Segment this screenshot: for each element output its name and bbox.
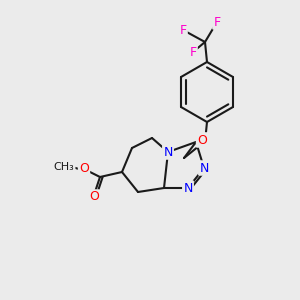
Text: O: O [89,190,99,203]
Text: F: F [189,46,197,59]
Text: F: F [179,23,187,37]
Text: N: N [199,161,209,175]
Text: N: N [163,146,173,158]
Text: O: O [197,134,207,146]
Text: CH₃: CH₃ [54,162,74,172]
Text: F: F [213,16,220,28]
Text: O: O [79,163,89,176]
Text: N: N [183,182,193,194]
